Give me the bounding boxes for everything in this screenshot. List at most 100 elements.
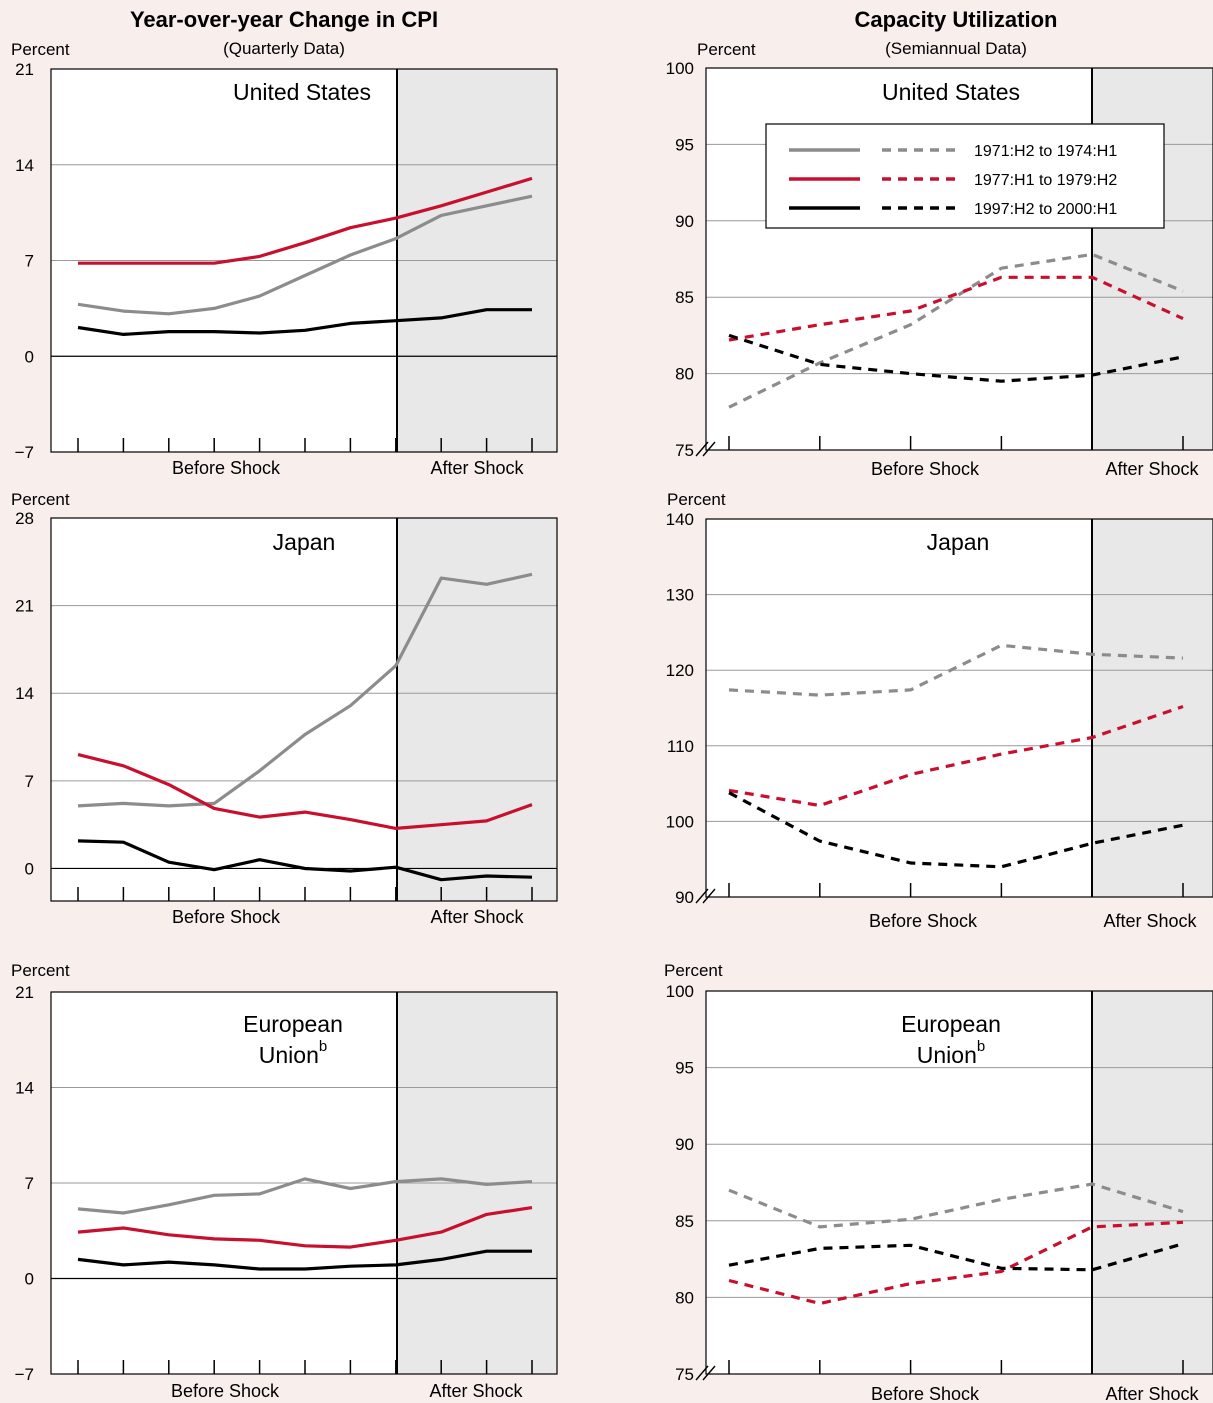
y-tick-label: 130 [666, 586, 694, 605]
category-label-after: After Shock [1105, 1384, 1199, 1403]
y-axis-unit-label: Percent [697, 40, 756, 59]
series-line-1971 [77, 572, 533, 808]
panel-title: United States [233, 79, 371, 105]
plot-border [705, 67, 1213, 451]
footnote-marker: b [319, 1038, 327, 1055]
series-line-1971 [728, 252, 1184, 409]
y-axis-unit-label: Percent [11, 961, 70, 980]
series-line-1971 [77, 194, 533, 316]
series-line-1977 [78, 176, 533, 265]
y-tick-label: 7 [25, 772, 34, 791]
y-tick-label: 0 [25, 1270, 34, 1289]
y-tick-label: 28 [15, 509, 34, 528]
category-label-before: Before Shock [871, 1384, 980, 1403]
y-axis-unit-label: Percent [667, 490, 726, 509]
series-line-1997 [77, 839, 533, 882]
capacity-column-title: Capacity Utilization [855, 7, 1058, 32]
y-tick-label: 14 [15, 1079, 34, 1098]
y-tick-label: 75 [675, 1365, 694, 1384]
y-axis-unit-label: Percent [664, 961, 723, 980]
y-tick-label: 95 [675, 1059, 694, 1078]
y-tick-label: 14 [15, 684, 34, 703]
y-tick-label: 90 [675, 212, 694, 231]
category-label-before: Before Shock [172, 907, 281, 927]
y-tick-label: 110 [667, 737, 694, 756]
y-tick-label: 21 [15, 983, 34, 1002]
y-tick-label: 100 [666, 59, 694, 78]
category-label-after: After Shock [430, 458, 524, 478]
category-label-before: Before Shock [172, 458, 281, 478]
capacity-column-subtitle: (Semiannual Data) [885, 39, 1027, 58]
y-axis-unit-label: Percent [11, 40, 70, 59]
series-line-1977 [728, 704, 1184, 808]
panel-title: European [243, 1011, 343, 1037]
y-tick-label: 7 [25, 1174, 34, 1193]
legend-label-1971: 1971:H2 to 1974:H1 [974, 143, 1117, 160]
panel-title: European [901, 1011, 1001, 1037]
plot-border [705, 990, 1213, 1375]
panel-cpi-japan: 28 21 14 7 0 Percent Japan Before Shock After Sh… [11, 490, 558, 927]
plot-border [705, 518, 1213, 898]
axis-break-mark [702, 441, 716, 457]
after-shock-shading [1092, 519, 1213, 897]
legend-label-1977: 1977:H1 to 1979:H2 [974, 172, 1117, 189]
panel-capacity-japan: 140 130 120 110 100 90 Percent Japan Before Shoc… [666, 490, 1213, 931]
category-label-after: After Shock [1105, 459, 1199, 479]
legend-label-1997: 1997:H2 to 2000:H1 [974, 201, 1117, 218]
after-shock-shading [397, 518, 557, 901]
category-label-after: After Shock [430, 907, 524, 927]
y-tick-label: 21 [15, 60, 34, 79]
y-tick-label: 14 [15, 156, 34, 175]
axis-break-mark [695, 441, 709, 457]
y-tick-label: 100 [666, 982, 694, 1001]
legend-box [765, 123, 1165, 229]
plot-border [50, 517, 558, 902]
axis-break-mark [702, 1365, 716, 1381]
y-tick-label: 7 [25, 252, 34, 271]
y-tick-label: 0 [25, 347, 34, 366]
axis-break-mark [695, 1365, 709, 1381]
category-label-after: After Shock [429, 1381, 523, 1401]
category-label-before: Before Shock [869, 911, 978, 931]
y-tick-label: 90 [675, 1135, 694, 1154]
category-label-before: Before Shock [871, 459, 980, 479]
panel-title: Japan [273, 529, 336, 555]
series-line-1997 [77, 1249, 532, 1271]
plot-border [50, 991, 558, 1375]
panel-title-line2: Unionb [917, 1038, 985, 1068]
y-tick-label: 21 [15, 597, 34, 616]
plot-border [50, 68, 558, 453]
y-tick-label: −7 [15, 1365, 34, 1384]
y-tick-label: 140 [666, 510, 694, 529]
cpi-column-title: Year-over-year Change in CPI [130, 7, 438, 32]
panel-capacity-us: 100 95 90 85 80 75 Percent United States Before … [666, 40, 1213, 479]
y-tick-label: 85 [675, 1212, 694, 1231]
series-line-1971 [728, 1182, 1184, 1229]
panel-cpi-us: 21 14 7 0 −7 Percent United States Before Shock… [11, 40, 558, 478]
series-line-1997 [728, 333, 1184, 383]
series-line-1997 [77, 308, 532, 336]
cpi-column-subtitle: (Quarterly Data) [223, 39, 345, 58]
series-line-1997 [728, 791, 1184, 869]
footnote-marker: b [977, 1038, 985, 1055]
panel-title: United States [882, 79, 1020, 105]
y-tick-label: 100 [666, 812, 694, 831]
series-line-1977 [77, 1206, 533, 1249]
category-label-after: After Shock [1103, 911, 1197, 931]
y-axis-unit-label: Percent [11, 490, 70, 509]
panel-title-line2: Unionb [259, 1038, 327, 1068]
series-line-1977 [728, 275, 1184, 342]
axis-break-mark [702, 888, 716, 904]
series-line-1971 [728, 643, 1184, 697]
after-shock-shading [1092, 991, 1213, 1374]
series-line-1977 [728, 1220, 1184, 1306]
y-tick-label: 0 [25, 859, 34, 878]
y-tick-label: 80 [675, 1288, 694, 1307]
y-tick-label: 95 [675, 135, 694, 154]
panel-title: Japan [927, 529, 990, 555]
legend: 1971:H2 to 1974:H1 1977:H1 to 1979:H2 19… [765, 123, 1165, 229]
y-tick-label: 75 [675, 441, 694, 460]
